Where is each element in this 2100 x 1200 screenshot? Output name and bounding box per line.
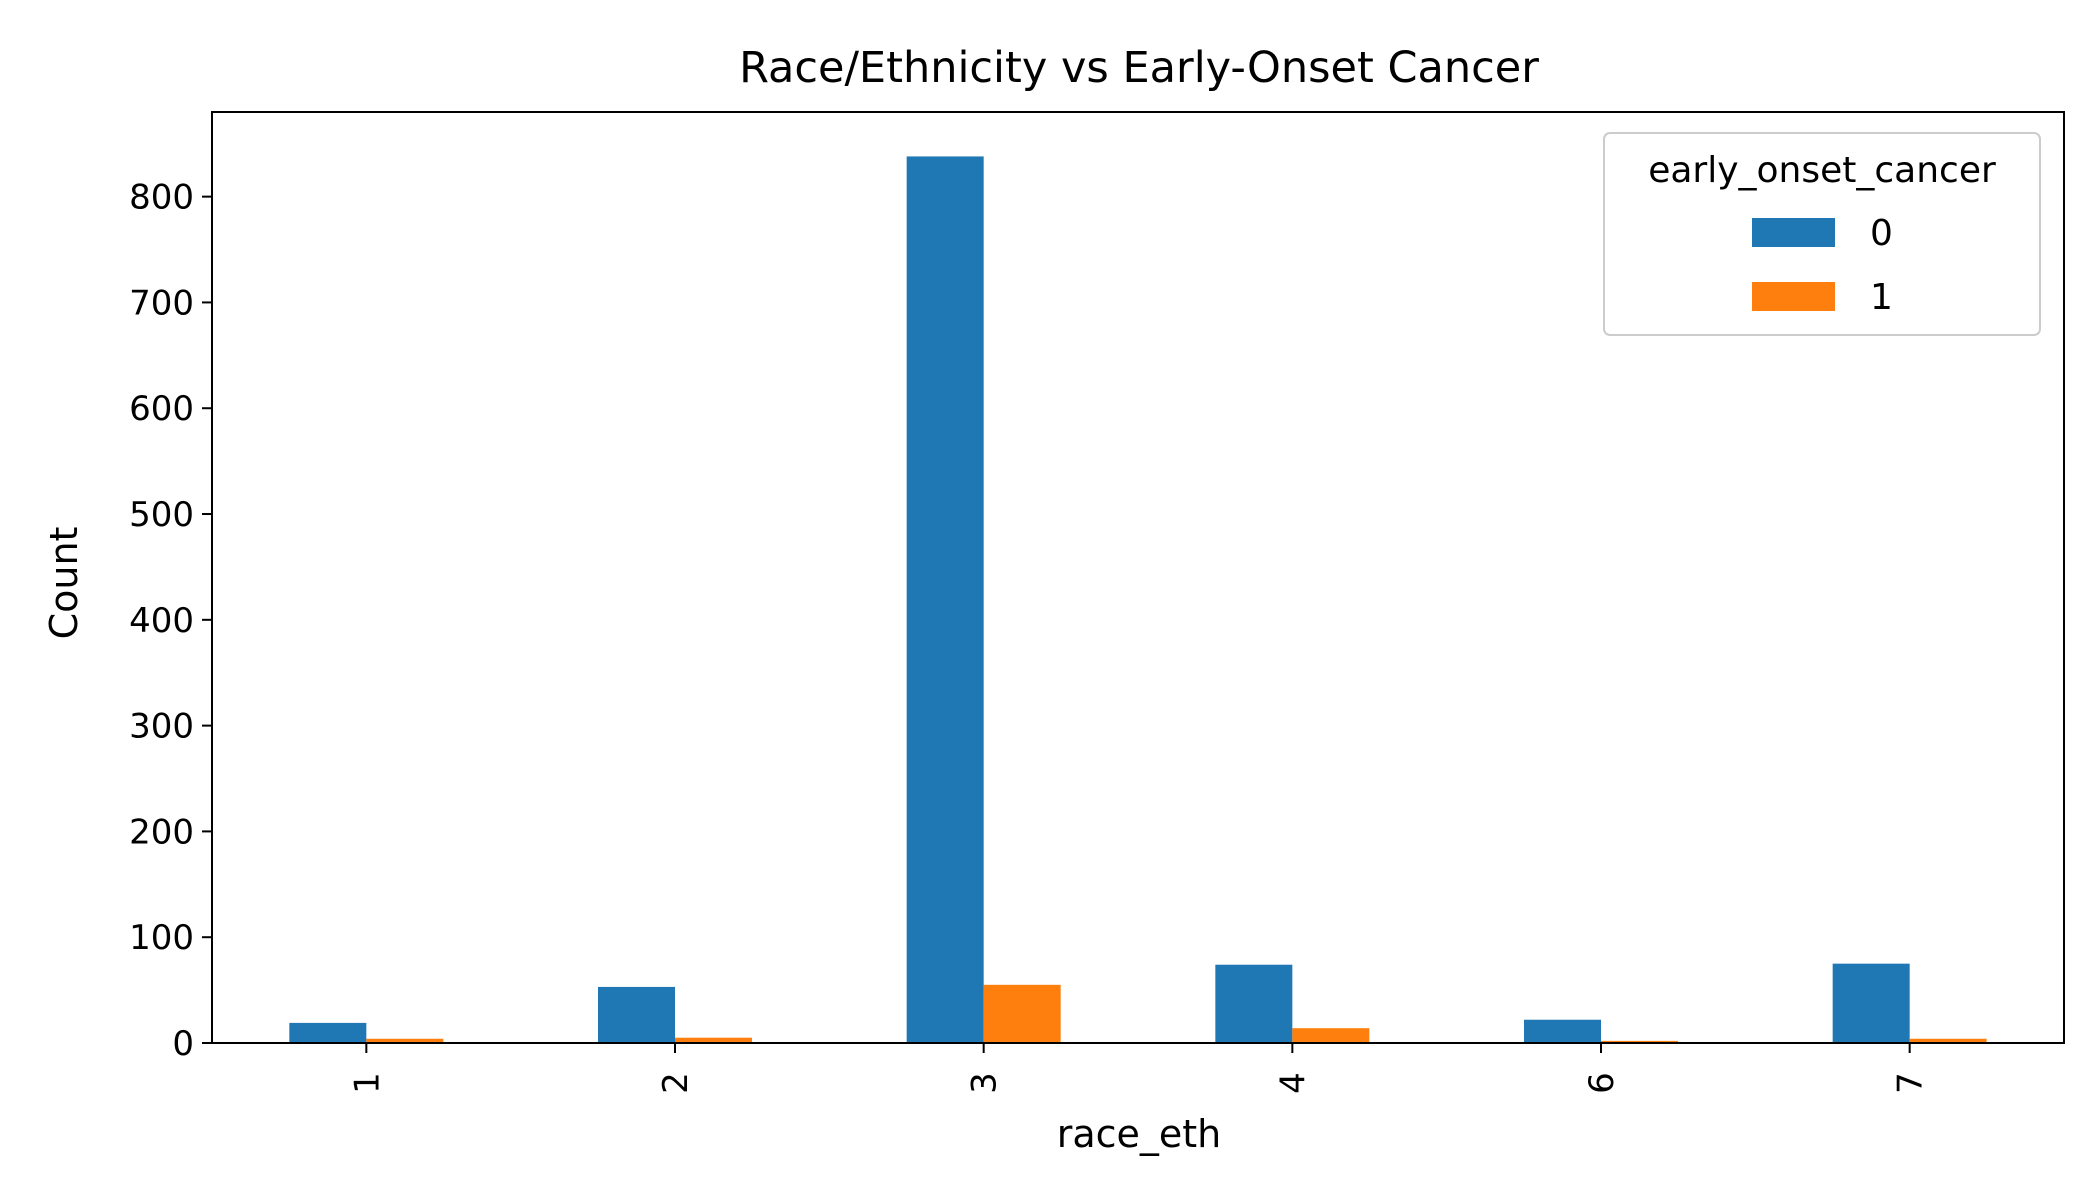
y-tick-label: 400 [129, 601, 194, 641]
legend-title: early_onset_cancer [1648, 150, 1996, 191]
bar-4-series-0 [1215, 964, 1293, 1043]
bar-1-series-0 [289, 1022, 367, 1043]
chart-title: Race/Ethnicity vs Early-Onset Cancer [739, 43, 1539, 93]
bar-3-series-1 [983, 984, 1061, 1043]
legend-swatch-1 [1752, 282, 1835, 311]
bar-6-series-0 [1524, 1019, 1601, 1043]
x-tick-label: 1 [347, 1072, 387, 1094]
y-tick-label: 0 [172, 1024, 194, 1064]
y-tick-label: 300 [129, 707, 194, 747]
plot-frame [211, 111, 2065, 1044]
bar-2-series-0 [598, 986, 675, 1043]
axes-layer: 0 100 200 300 400 500 600 700 800 1 2 3 4 6 7 [129, 111, 2065, 1094]
y-tick-label: 200 [129, 812, 194, 852]
x-axis-label: race_eth [1057, 1112, 1222, 1156]
bar-7-series-1 [1909, 1038, 1987, 1043]
y-axis-label: Count [42, 527, 86, 640]
y-tick-label: 700 [129, 283, 194, 323]
bar-6-series-1 [1601, 1040, 1678, 1043]
bar-2-series-1 [675, 1037, 752, 1043]
y-tick-label: 500 [129, 495, 194, 535]
x-tick-label: 7 [1891, 1072, 1931, 1094]
legend-label-0: 0 [1870, 213, 1893, 254]
x-tick-label: 2 [656, 1072, 696, 1094]
bar-3-series-0 [906, 156, 984, 1044]
y-tick-label: 800 [129, 178, 194, 218]
bars-layer [289, 156, 1987, 1044]
x-tick-label: 3 [965, 1072, 1005, 1094]
x-tick-label: 4 [1273, 1072, 1313, 1094]
y-tick-label: 100 [129, 918, 194, 958]
bar-1-series-1 [366, 1038, 444, 1043]
bar-4-series-1 [1292, 1028, 1370, 1043]
y-tick-label: 600 [129, 389, 194, 429]
x-tick-label: 6 [1582, 1072, 1622, 1094]
legend: early_onset_cancer 0 1 [1603, 132, 2041, 336]
legend-swatch-0 [1752, 218, 1835, 247]
legend-label-1: 1 [1870, 277, 1893, 318]
bar-7-series-0 [1832, 963, 1910, 1043]
